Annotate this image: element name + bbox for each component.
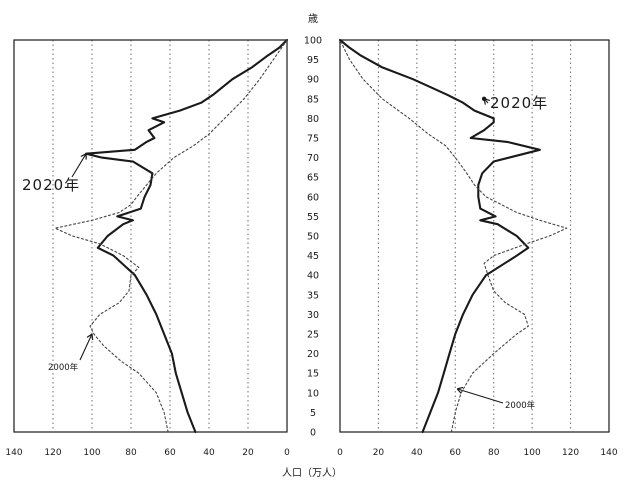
annotation-label: 2000年 — [505, 400, 536, 411]
y-tick-label: 45 — [307, 251, 319, 262]
x-tick-label-left: 60 — [164, 448, 176, 458]
y-tick-label: 80 — [307, 114, 319, 125]
y-tick-label: 85 — [307, 94, 319, 105]
x-tick-label-left: 120 — [44, 448, 61, 458]
y-tick-label: 10 — [307, 388, 319, 399]
x-tick-label-left: 40 — [203, 448, 215, 458]
series-line-2000-left — [54, 39, 288, 433]
y-tick-label: 40 — [307, 271, 319, 282]
y-tick-label: 30 — [307, 310, 319, 321]
y-tick-label: 100 — [304, 36, 322, 47]
annotation-label: 2020年 — [22, 176, 80, 194]
y-tick-label: 50 — [307, 232, 319, 243]
x-tick-label-right: 60 — [450, 448, 462, 458]
annotation-label: 2020年 — [490, 94, 548, 112]
x-axis-label: 人口（万人） — [282, 467, 342, 479]
y-tick-label: 20 — [307, 349, 319, 360]
annotation-marker-dot — [481, 96, 487, 102]
annotations: 2020年 2020年 2000年 2000年 — [22, 94, 548, 411]
x-tick-label-left: 0 — [284, 448, 290, 458]
right-plot-frame — [339, 39, 610, 433]
y-tick-label: 15 — [307, 369, 319, 380]
series-lines — [54, 38, 568, 434]
x-tick-label-right: 100 — [524, 448, 541, 458]
annotation-arrowhead — [86, 333, 94, 341]
left-plot-frame — [13, 39, 288, 433]
series-line-2020-left — [85, 38, 289, 434]
y-tick-label: 55 — [307, 212, 319, 223]
y-unit-label: 歳 — [308, 13, 318, 25]
y-tick-label: 35 — [307, 290, 319, 301]
x-tick-label-left: 100 — [83, 448, 100, 458]
annotation-arrowhead — [456, 386, 464, 394]
x-tick-label-left: 140 — [5, 448, 22, 458]
annotation-leader-line — [71, 153, 87, 178]
x-tick-label-right: 80 — [488, 448, 500, 458]
annotation-arrowhead — [80, 153, 87, 160]
x-tick-label-right: 0 — [337, 448, 343, 458]
tick-labels: 140 120 100 80 60 40 20 0 0 20 40 60 80 100 120 140 0 5 10… — [5, 36, 617, 459]
x-tick-label-left: 20 — [242, 448, 254, 458]
annotation-label: 2000年 — [48, 362, 79, 373]
y-tick-label: 70 — [307, 153, 319, 164]
y-tick-label: 60 — [307, 192, 319, 203]
y-tick-label: 90 — [307, 75, 319, 86]
y-tick-label: 95 — [307, 55, 319, 66]
annotation-leader-line — [79, 333, 93, 361]
y-tick-label: 75 — [307, 134, 319, 145]
series-line-2020-right — [338, 38, 541, 434]
x-tick-label-right: 40 — [411, 448, 423, 458]
annotation-leader-line — [457, 388, 504, 404]
y-tick-label: 5 — [310, 408, 316, 419]
y-tick-label: 0 — [310, 428, 316, 439]
x-tick-label-right: 120 — [562, 448, 579, 458]
y-tick-label: 65 — [307, 173, 319, 184]
x-tick-label-right: 140 — [600, 448, 617, 458]
series-line-2000-right — [339, 39, 568, 433]
plot-frames — [13, 39, 610, 433]
x-tick-label-right: 20 — [373, 448, 385, 458]
x-tick-label-left: 80 — [125, 448, 137, 458]
y-tick-label: 25 — [307, 330, 319, 341]
